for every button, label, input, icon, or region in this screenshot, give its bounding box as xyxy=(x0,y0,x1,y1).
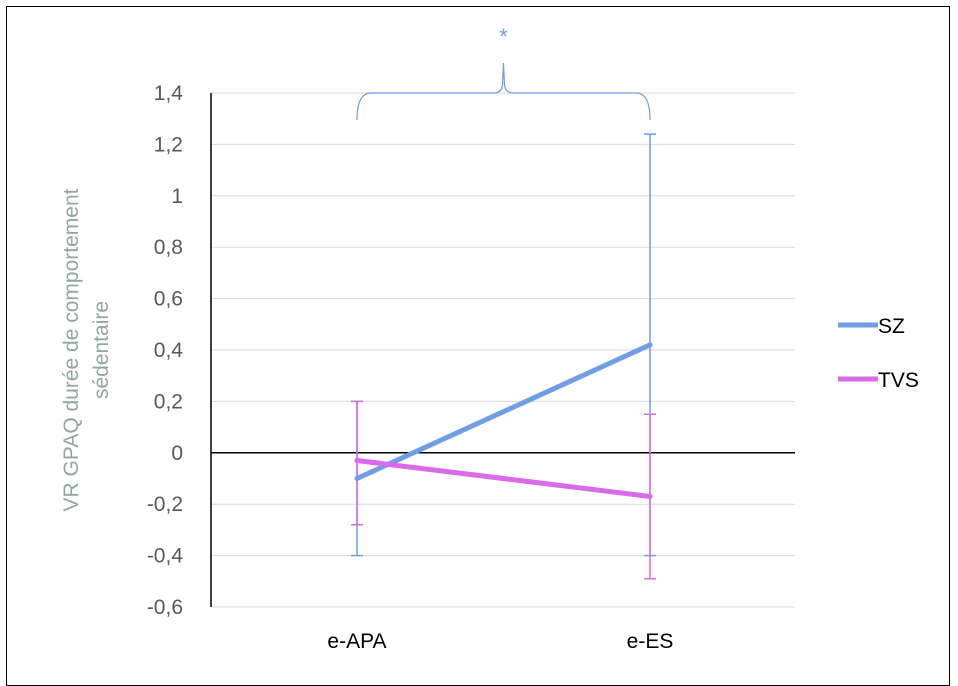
series-line-SZ xyxy=(354,342,653,481)
y-tick-label-3: 0 xyxy=(171,442,183,465)
x-category-label-0: e-APA xyxy=(327,630,386,653)
series-line-TVS xyxy=(354,458,653,499)
y-tick-label-5: 0,4 xyxy=(154,339,184,362)
x-category-label-1: e-ES xyxy=(627,630,674,653)
y-tick-label-7: 0,8 xyxy=(154,236,183,259)
legend-label-SZ: SZ xyxy=(878,315,905,338)
y-tick-label-6: 0,6 xyxy=(154,288,183,311)
y-tick-label-0: -0,6 xyxy=(147,596,183,619)
y-tick-label-4: 0,2 xyxy=(154,390,183,413)
chart-frame xyxy=(6,6,950,686)
legend-label-TVS: TVS xyxy=(878,369,919,392)
y-tick-label-9: 1,2 xyxy=(154,133,183,156)
data-point-SZ-1 xyxy=(647,342,653,348)
y-tick-label-2: -0,2 xyxy=(147,493,183,516)
y-axis-title-line-2: sédentaire xyxy=(90,301,113,399)
y-tick-label-8: 1 xyxy=(171,185,183,208)
significance-bracket xyxy=(356,62,651,121)
y-tick-label-10: 1,4 xyxy=(154,82,184,105)
significance-star: * xyxy=(499,24,508,49)
data-point-TVS-1 xyxy=(647,493,653,499)
y-axis-title: VR GPAQ durée de comportement sédentaire xyxy=(60,188,113,511)
data-point-TVS-0 xyxy=(354,458,360,464)
y-axis-title-line-1: VR GPAQ durée de comportement xyxy=(60,188,83,511)
y-tick-label-1: -0,4 xyxy=(147,545,184,568)
data-point-SZ-0 xyxy=(354,476,360,481)
